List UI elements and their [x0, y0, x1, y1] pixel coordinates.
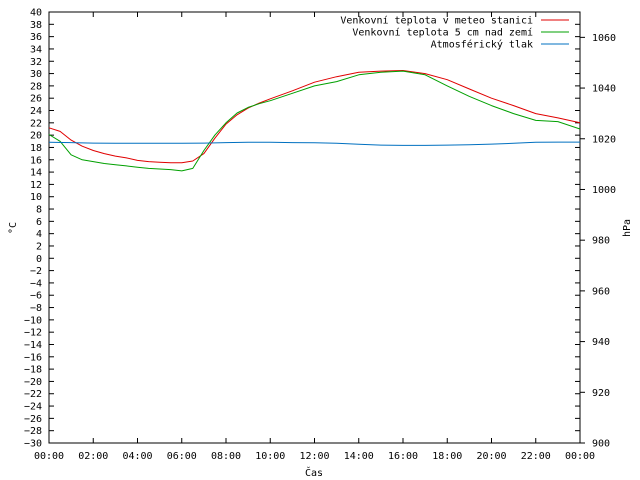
x-tick-label: 22:00	[521, 451, 551, 462]
plot-frame	[48, 11, 581, 444]
y2-tick-label: 920	[592, 388, 610, 399]
y-tick-label: 16	[30, 155, 42, 166]
y-tick-label: −24	[24, 402, 42, 413]
y-tick-label: −28	[24, 426, 42, 437]
y-tick-label: −8	[30, 303, 42, 314]
y-tick-label: −14	[24, 340, 42, 351]
y2-tick-label: 940	[592, 337, 610, 348]
legend-label-1: Venkovní teplota v meteo stanici	[340, 15, 533, 27]
y-tick-label: −12	[24, 328, 42, 339]
y-tick-label: 10	[30, 192, 42, 203]
y-tick-label: 4	[36, 229, 42, 240]
y-tick-label: 18	[30, 143, 42, 154]
y-axis-title: °C	[8, 222, 19, 234]
x-axis-title: Čas	[305, 466, 323, 479]
y2-tick-label: 960	[592, 286, 610, 297]
y2-axis-title: hPa	[622, 219, 633, 237]
y-tick-label: 30	[30, 69, 42, 80]
x-tick-label: 20:00	[476, 451, 506, 462]
y-tick-label: −16	[24, 352, 42, 363]
y2-tick-label: 1040	[592, 84, 616, 95]
x-tick-label: 04:00	[122, 451, 152, 462]
x-tick-label: 02:00	[78, 451, 108, 462]
x-tick-label: 18:00	[432, 451, 462, 462]
y2-tick-label: 1000	[592, 185, 616, 196]
series-group	[48, 70, 581, 172]
y-tick-label: 6	[36, 217, 42, 228]
y-tick-label: 32	[30, 57, 42, 68]
y-tick-label: 0	[36, 254, 42, 265]
y-tick-label: −4	[30, 278, 42, 289]
x-tick-label: 12:00	[299, 451, 329, 462]
y-tick-label: 26	[30, 94, 42, 105]
y-tick-label: 2	[36, 241, 42, 252]
x-tick-label: 06:00	[167, 451, 197, 462]
y-tick-label: 8	[36, 205, 42, 216]
y-tick-label: −26	[24, 414, 42, 425]
y-tick-label: −2	[30, 266, 42, 277]
y-tick-label: −18	[24, 365, 42, 376]
y2-tick-label: 1020	[592, 134, 616, 145]
plot-border	[48, 11, 581, 444]
y-tick-label: 20	[30, 131, 42, 142]
legend-label-3: Atmosférický tlak	[431, 39, 533, 51]
x-tick-label: 00:00	[565, 451, 595, 462]
series-line-1	[48, 70, 581, 164]
y-tick-label: 34	[30, 44, 42, 55]
x-tick-label: 08:00	[211, 451, 241, 462]
x-tick-label: 10:00	[255, 451, 285, 462]
x-tick-label: 16:00	[388, 451, 418, 462]
y2-tick-label: 980	[592, 236, 610, 247]
y-tick-label: 28	[30, 81, 42, 92]
y-tick-label: −20	[24, 377, 42, 388]
y-tick-label: 36	[30, 32, 42, 43]
y-tick-label: −30	[24, 439, 42, 450]
y-tick-label: −10	[24, 315, 42, 326]
y-tick-label: −22	[24, 389, 42, 400]
legend: Venkovní teplota v meteo staniciVenkovní…	[340, 15, 569, 51]
x-tick-label: 00:00	[34, 451, 64, 462]
y-tick-label: −6	[30, 291, 42, 302]
y-tick-label: 40	[30, 8, 42, 19]
y-tick-label: 38	[30, 20, 42, 31]
legend-label-2: Venkovní teplota 5 cm nad zemí	[352, 27, 533, 39]
series-line-2	[48, 70, 581, 172]
y-tick-label: 14	[30, 168, 42, 179]
left-axis: −30−28−26−24−22−20−18−16−14−12−10−8−6−4−…	[24, 8, 580, 450]
x-tick-label: 14:00	[344, 451, 374, 462]
x-axis: 00:00 02:00 04:00 06:00 08:00 10:00 12:00 14:00…	[34, 12, 595, 462]
y-tick-label: 12	[30, 180, 42, 191]
y2-tick-label: 1060	[592, 33, 616, 44]
series-line-3	[48, 141, 580, 146]
right-axis: 900 920 940 960 980 1000 1020 1040 1060	[580, 33, 616, 450]
y-tick-label: 24	[30, 106, 42, 117]
y-tick-label: 22	[30, 118, 42, 129]
y2-tick-label: 900	[592, 439, 610, 450]
